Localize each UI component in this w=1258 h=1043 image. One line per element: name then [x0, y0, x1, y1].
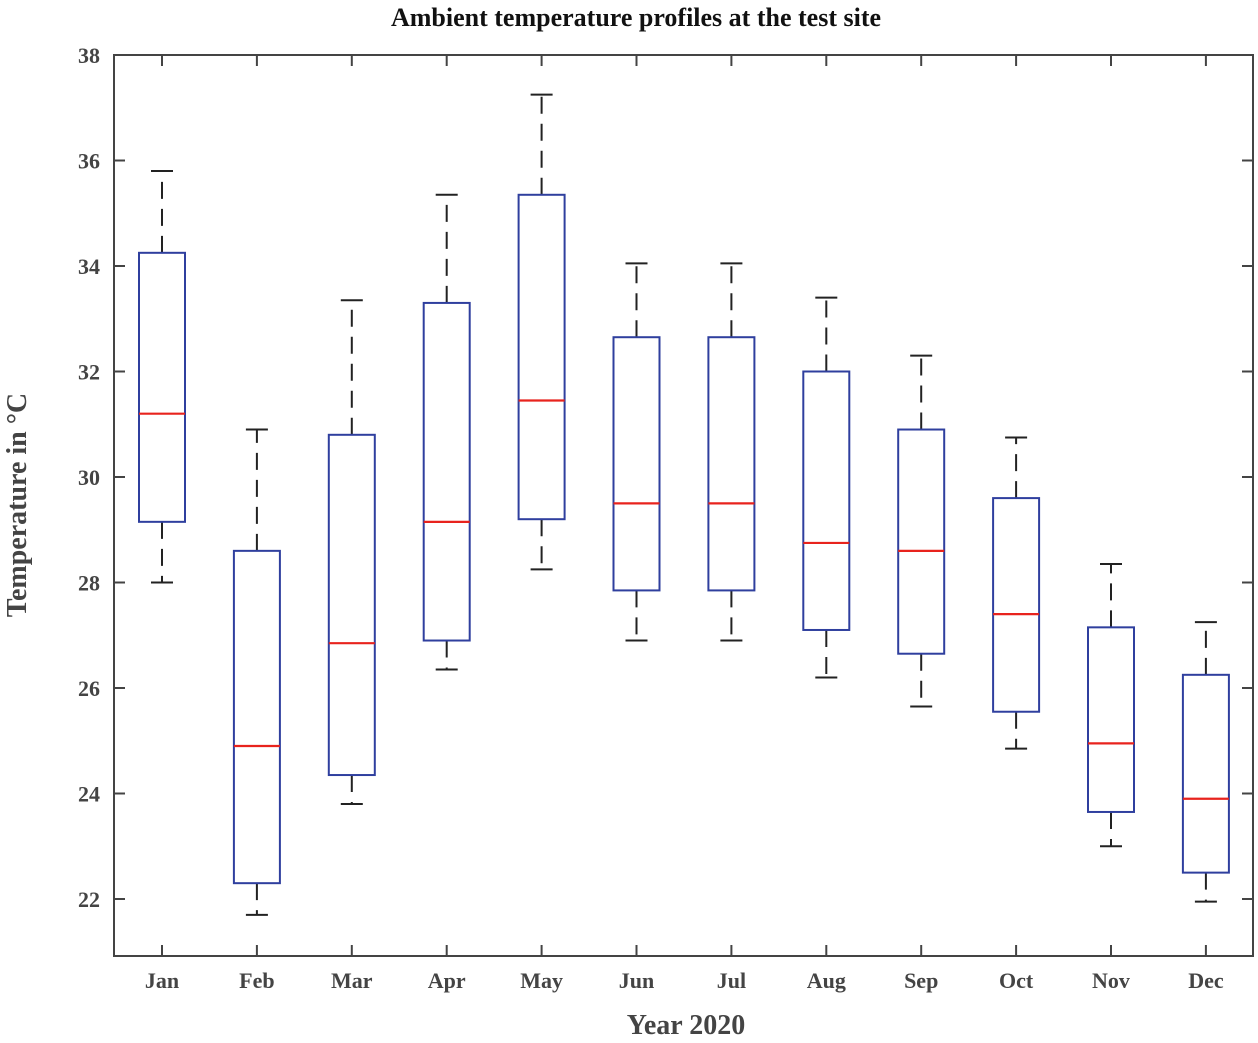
box-aug — [802, 370, 851, 631]
box-sep — [897, 428, 946, 655]
x-tick-label: Mar — [331, 968, 373, 993]
x-tick-label: Aug — [807, 968, 846, 993]
x-tick-label: Feb — [239, 968, 274, 993]
y-tick-label: 24 — [78, 782, 100, 807]
y-tick-label: 32 — [78, 360, 100, 385]
plot-area: 22 24 26 28 30 32 34 36 38 Jan Feb Mar Apr May Jun Jul A… — [78, 43, 1254, 993]
box-jun — [612, 336, 661, 592]
box-oct — [992, 497, 1041, 713]
x-tick-label: Jan — [145, 968, 179, 993]
box-nov — [1087, 626, 1135, 813]
x-tick-label: Sep — [904, 968, 938, 993]
x-tick-label: Jun — [619, 968, 654, 993]
x-tick-label: Oct — [999, 968, 1034, 993]
box-dec — [1181, 673, 1230, 874]
x-tick-label: Jul — [717, 968, 746, 993]
box-mar — [327, 433, 376, 777]
chart-title: Ambient temperature profiles at the test… — [391, 3, 881, 32]
box-jul — [707, 336, 756, 592]
y-tick-label: 36 — [78, 149, 100, 174]
y-tick-label: 38 — [78, 43, 100, 68]
y-tick-label: 34 — [78, 254, 100, 279]
x-axis-label: Year 2020 — [627, 1010, 745, 1041]
x-tick-label: Apr — [428, 968, 466, 993]
axes-frame — [113, 54, 1254, 957]
box-feb — [232, 549, 281, 885]
x-tick-label: May — [520, 968, 563, 993]
y-tick-label: 28 — [78, 571, 100, 596]
box-jan — [138, 251, 186, 523]
x-tick-label: Nov — [1092, 968, 1130, 993]
y-axis-label: Temperature in °C — [2, 393, 33, 617]
box-may — [517, 193, 566, 521]
x-tick-label: Dec — [1188, 968, 1224, 993]
y-tick-label: 26 — [78, 676, 100, 701]
y-tick-label: 22 — [78, 887, 100, 912]
box-apr — [422, 301, 471, 642]
y-tick-label: 30 — [78, 465, 100, 490]
